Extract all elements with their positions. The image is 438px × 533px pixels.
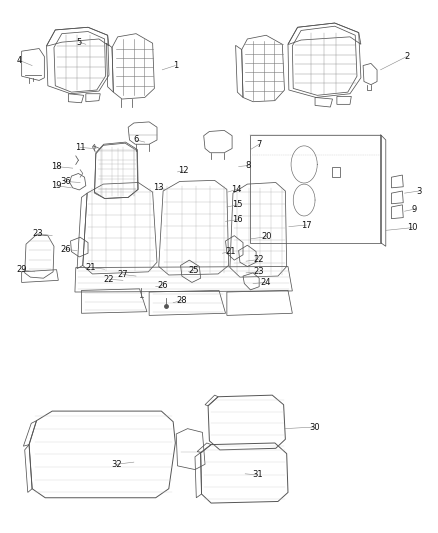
Text: 27: 27 (118, 270, 128, 279)
Text: 21: 21 (85, 263, 95, 272)
Text: 24: 24 (261, 278, 271, 287)
Text: 8: 8 (246, 161, 251, 170)
Text: 29: 29 (16, 265, 27, 274)
Text: 17: 17 (301, 221, 311, 230)
Text: 31: 31 (252, 471, 263, 479)
Text: 9: 9 (412, 205, 417, 214)
Text: 23: 23 (32, 229, 43, 238)
Text: 15: 15 (233, 200, 243, 209)
Text: 10: 10 (407, 223, 417, 232)
Text: 12: 12 (178, 166, 188, 175)
Text: 14: 14 (231, 185, 242, 194)
Text: 7: 7 (257, 140, 262, 149)
Text: 26: 26 (60, 245, 71, 254)
Text: 32: 32 (111, 460, 122, 469)
Text: 20: 20 (262, 232, 272, 241)
Text: 18: 18 (51, 162, 62, 171)
Text: 16: 16 (233, 215, 243, 224)
Text: 22: 22 (253, 255, 264, 264)
Text: 26: 26 (158, 281, 169, 290)
Text: 28: 28 (177, 296, 187, 305)
Text: 25: 25 (189, 266, 199, 274)
Text: 13: 13 (153, 183, 164, 192)
Text: 19: 19 (51, 181, 62, 190)
Text: 23: 23 (254, 268, 265, 276)
Text: 4: 4 (16, 56, 21, 64)
Text: 3: 3 (416, 187, 422, 196)
Text: 2: 2 (404, 52, 410, 61)
Text: 6: 6 (133, 135, 139, 144)
Text: 36: 36 (60, 177, 71, 186)
Text: 1: 1 (173, 61, 178, 70)
Text: 11: 11 (75, 143, 85, 152)
Text: 21: 21 (226, 247, 236, 256)
Text: 22: 22 (104, 274, 114, 284)
Text: 5: 5 (77, 38, 82, 47)
Text: 30: 30 (309, 423, 319, 432)
